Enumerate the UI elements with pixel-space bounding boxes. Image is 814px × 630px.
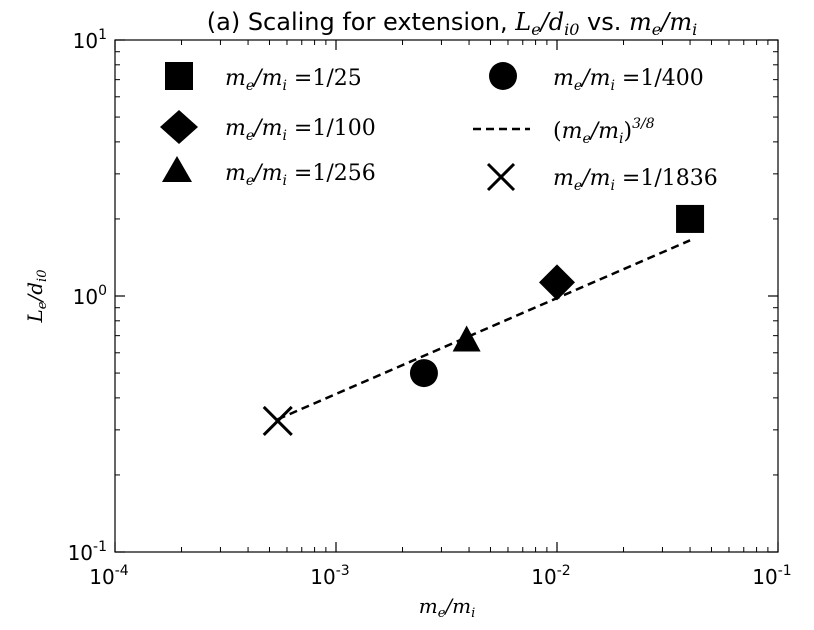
y-tick-label: 100	[73, 283, 107, 309]
legend: me/mi =1/25 me/mi =1/400 me/mi =1/100 (m…	[160, 62, 718, 194]
fit-layer	[277, 239, 691, 421]
data-point-diamond	[539, 264, 575, 301]
data-point-triangle	[452, 325, 481, 352]
fit-line-3-8	[277, 239, 691, 421]
x-tick-label: 10-2	[531, 563, 570, 589]
chart-title: (a) Scaling for extension, Le/di0 vs. me…	[207, 8, 697, 39]
y-tick-label: 10-1	[68, 539, 107, 565]
plot-frame	[114, 39, 779, 553]
x-axis-label: me/mi	[419, 594, 476, 621]
x-tick-label: 10-1	[752, 563, 791, 589]
legend-entry-1-1836: me/mi =1/1836	[553, 166, 718, 194]
legend-triangle-marker	[162, 156, 192, 182]
legend-square-marker	[165, 62, 193, 90]
data-point-circle	[409, 359, 438, 388]
y-tick-label: 101	[73, 27, 107, 53]
legend-circle-marker	[489, 62, 517, 90]
data-point-x	[262, 405, 293, 437]
x-tick-label: 10-4	[89, 563, 129, 589]
legend-diamond-marker	[160, 110, 198, 144]
legend-entry-1-100: me/mi =1/100	[225, 116, 376, 144]
legend-entry-fit: (me/mi)3/8	[553, 116, 655, 147]
legend-x-marker	[486, 162, 516, 192]
legend-entry-1-25: me/mi =1/25	[225, 66, 362, 94]
title-prefix: (a) Scaling for extension,	[207, 8, 516, 36]
legend-entry-1-400: me/mi =1/400	[553, 66, 704, 94]
data-point-square	[676, 204, 705, 233]
x-marker-stroke	[262, 405, 293, 437]
legend-entry-1-256: me/mi =1/256	[225, 161, 376, 189]
points-layer	[262, 204, 705, 437]
x-tick-label: 10-3	[310, 563, 349, 589]
y-axis-label: Le/di0	[23, 270, 50, 324]
ticks-layer: 10-4 10-3 10-2 10-1 10-1 100 101	[68, 27, 792, 589]
